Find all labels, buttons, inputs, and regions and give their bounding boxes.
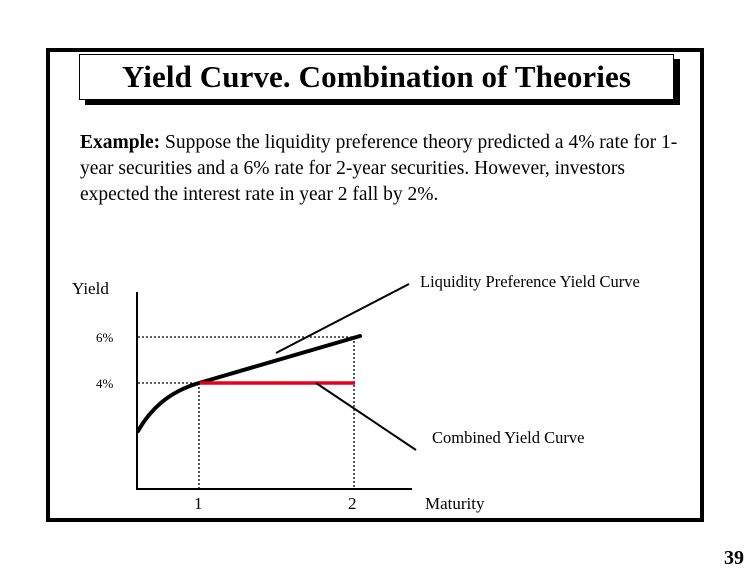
liquidity-pointer	[275, 283, 410, 354]
combined-pointer	[315, 382, 417, 451]
y-tick-6pct: 6%	[96, 330, 114, 345]
x-axis-label: Maturity	[425, 494, 485, 513]
y-tick-4pct: 4%	[96, 376, 114, 391]
liquidity-curve-label: Liquidity Preference Yield Curve	[420, 272, 640, 291]
slide-frame	[46, 48, 704, 522]
example-lead: Example:	[80, 132, 161, 153]
title-box: Yield Curve. Combination of Theories	[79, 54, 674, 100]
slide-title: Yield Curve. Combination of Theories	[121, 59, 632, 94]
x-tick-2: 2	[348, 494, 357, 513]
y-axis-label: Yield	[72, 279, 109, 298]
example-body: Suppose the liquidity preference theory …	[80, 132, 678, 205]
page-number: 39	[724, 547, 744, 569]
example-paragraph: Example: Suppose the liquidity preferenc…	[80, 130, 680, 208]
x-tick-1: 1	[194, 494, 203, 513]
combined-curve-label: Combined Yield Curve	[432, 428, 584, 447]
